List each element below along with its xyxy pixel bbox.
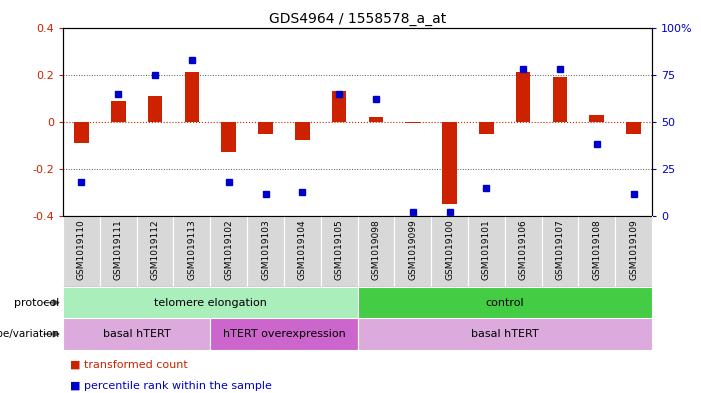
Text: GSM1019106: GSM1019106 [519,220,528,281]
Text: GSM1019111: GSM1019111 [114,220,123,281]
Text: GSM1019099: GSM1019099 [408,220,417,281]
Text: GSM1019105: GSM1019105 [334,220,343,281]
Text: GSM1019098: GSM1019098 [372,220,381,281]
Bar [320,216,358,287]
Bar [295,122,310,140]
Bar [578,216,615,287]
Bar [74,122,89,143]
Bar [184,72,199,122]
Bar [516,72,531,122]
Text: GSM1019108: GSM1019108 [592,220,601,281]
Text: GSM1019103: GSM1019103 [261,220,270,281]
Text: ■ transformed count: ■ transformed count [70,360,188,369]
Text: basal hTERT: basal hTERT [471,329,538,339]
Bar [210,318,358,350]
Bar [590,115,604,122]
Text: GSM1019110: GSM1019110 [77,220,86,281]
Text: GSM1019107: GSM1019107 [555,220,564,281]
Title: GDS4964 / 1558578_a_at: GDS4964 / 1558578_a_at [269,13,446,26]
Bar [358,287,652,318]
Text: GSM1019101: GSM1019101 [482,220,491,281]
Bar [615,216,652,287]
Bar [405,122,420,123]
Bar [100,216,137,287]
Text: GSM1019109: GSM1019109 [629,220,638,281]
Bar [505,216,542,287]
Bar [369,117,383,122]
Text: ■ percentile rank within the sample: ■ percentile rank within the sample [70,381,272,391]
Bar [222,122,236,152]
Bar [626,122,641,134]
Bar [111,101,125,122]
Bar [148,96,163,122]
Bar [442,122,457,204]
Text: GSM1019112: GSM1019112 [151,220,160,280]
Bar [210,216,247,287]
Bar [552,77,567,122]
Text: telomere elongation: telomere elongation [154,298,267,308]
Text: genotype/variation: genotype/variation [0,329,60,339]
Bar [247,216,284,287]
Text: hTERT overexpression: hTERT overexpression [222,329,346,339]
Text: basal hTERT: basal hTERT [103,329,170,339]
Bar [174,216,210,287]
Bar [358,216,394,287]
Bar [258,122,273,134]
Bar [479,122,494,134]
Bar [394,216,431,287]
Text: control: control [485,298,524,308]
Bar [284,216,321,287]
Bar [542,216,578,287]
Bar [63,287,358,318]
Bar [137,216,174,287]
Bar [468,216,505,287]
Bar [332,91,346,122]
Bar [63,216,100,287]
Text: GSM1019102: GSM1019102 [224,220,233,280]
Bar [431,216,468,287]
Text: protocol: protocol [14,298,60,308]
Bar [63,318,210,350]
Text: GSM1019113: GSM1019113 [187,220,196,281]
Bar [358,318,652,350]
Text: GSM1019100: GSM1019100 [445,220,454,281]
Text: GSM1019104: GSM1019104 [298,220,307,280]
